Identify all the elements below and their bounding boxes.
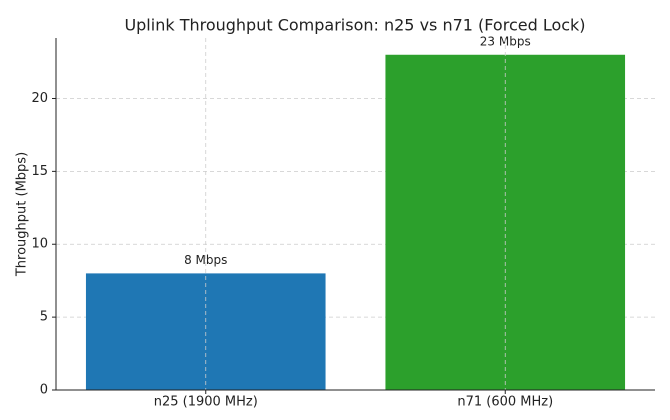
y-tick-label: 10 [31,237,48,252]
x-tick-label: n71 (600 MHz) [457,395,553,410]
y-tick-label: 5 [40,310,48,325]
value-label: 8 Mbps [184,253,227,267]
y-tick-label: 20 [31,91,48,106]
y-axis-label: Throughput (Mbps) [15,152,30,277]
y-tick-label: 15 [31,164,48,179]
x-tick-label: n25 (1900 MHz) [154,395,258,410]
y-tick-label: 0 [40,383,48,398]
chart-title: Uplink Throughput Comparison: n25 vs n71… [124,16,585,35]
